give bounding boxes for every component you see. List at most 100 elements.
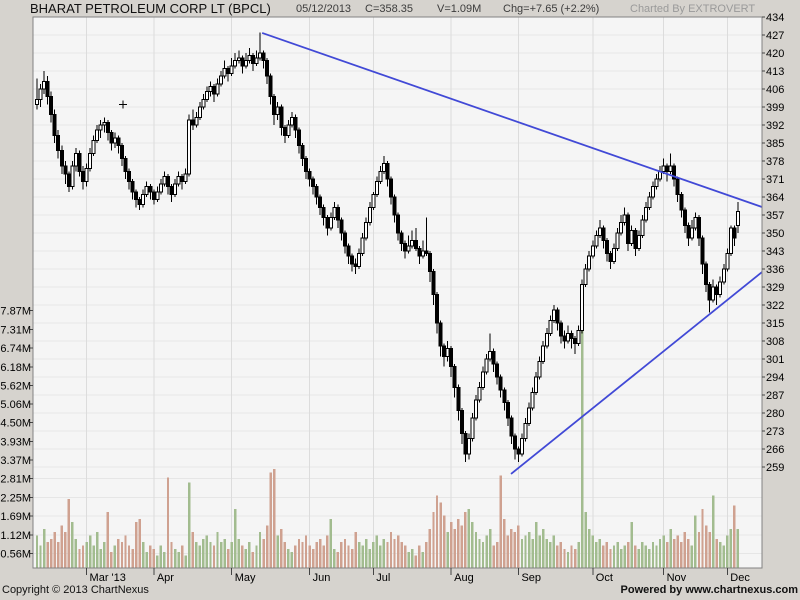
volume-bar: [411, 548, 414, 568]
volume-bar: [400, 542, 403, 568]
candle-body-down: [696, 217, 701, 239]
candle-body-down: [321, 206, 326, 219]
volume-bar: [382, 538, 386, 568]
volume-axis-label: 7.87M: [0, 306, 31, 318]
powered-by-text: Powered by www.chartnexus.com: [620, 584, 798, 596]
volume-axis-label: 0.56M: [0, 548, 31, 560]
price-axis-label: 287: [766, 390, 784, 402]
volume-bar: [481, 542, 485, 568]
copyright-text: Copyright © 2013 ChartNexus: [2, 584, 149, 596]
volume-axis-label: 7.31M: [0, 324, 31, 336]
candle-body-down: [608, 253, 613, 262]
price-axis-label: 357: [766, 210, 784, 222]
volume-bar: [357, 542, 361, 568]
volume-bar: [538, 535, 541, 568]
candle-body-up: [488, 350, 493, 360]
candle-body-up: [357, 253, 362, 267]
volume-bar: [39, 545, 42, 568]
volume-bar: [453, 528, 456, 568]
volume-bar: [71, 522, 74, 568]
candle-body-up: [583, 268, 588, 285]
volume-bar: [588, 528, 591, 568]
volume-bar: [81, 545, 85, 568]
candle-body-down: [116, 137, 121, 147]
candle-body-down: [335, 206, 340, 221]
candle-body-up: [654, 178, 659, 188]
candle-body-down: [63, 165, 68, 175]
trendline-ascending-support[interactable]: [510, 271, 763, 475]
volume-bar: [117, 538, 120, 568]
volume-bar: [180, 545, 184, 568]
candle-body-up: [481, 371, 486, 388]
candle-body-up: [576, 330, 581, 345]
volume-bar: [524, 535, 527, 568]
volume-bar: [272, 469, 276, 568]
volume-bar: [605, 542, 609, 568]
volume-bar: [488, 528, 492, 568]
price-axis-label: 385: [766, 138, 784, 150]
trendline-descending-resistance[interactable]: [261, 32, 763, 208]
volume-bar: [226, 548, 230, 568]
candle-body-down: [505, 402, 510, 419]
candle-body-down: [732, 227, 737, 239]
candle-body-down: [675, 178, 680, 195]
candle-body-down: [562, 335, 567, 342]
candle-body-up: [711, 286, 716, 301]
candle-body-down: [438, 322, 443, 347]
volume-bar: [598, 538, 602, 568]
candle-body-up: [406, 245, 411, 252]
candle-body-down: [250, 55, 255, 64]
volume-bar: [492, 545, 495, 568]
volume-axis-label: 1.69M: [0, 511, 31, 523]
volume-bar: [736, 528, 740, 568]
volume-bar: [326, 535, 329, 568]
volume-bar: [287, 548, 290, 568]
volume-bar: [103, 542, 106, 568]
month-axis-label: Jun: [313, 572, 331, 584]
volume-bar: [428, 528, 432, 568]
candle-body-up: [222, 67, 227, 77]
candle-body-down: [314, 186, 319, 198]
candle-body-up: [636, 235, 641, 249]
volume-axis-label: 3.37M: [0, 455, 31, 467]
candle-body-down: [700, 237, 705, 265]
candle-body-up: [38, 88, 43, 100]
month-axis-label: Jul: [376, 572, 390, 584]
candle-body-down: [240, 57, 245, 67]
month-axis-label: May: [235, 572, 256, 584]
volume-bar: [414, 555, 417, 568]
volume-bar: [88, 535, 92, 568]
volume-bar: [704, 525, 708, 568]
volume-bar: [534, 522, 538, 568]
price-axis-label: 336: [766, 264, 784, 276]
volume-bar: [209, 542, 212, 568]
candle-body-up: [183, 173, 188, 183]
volume-bar: [85, 542, 88, 568]
volume-bar: [142, 542, 145, 568]
candle-body-up: [208, 85, 213, 93]
volume-bar: [711, 495, 715, 568]
volume-bar: [159, 545, 163, 568]
candle-body-down: [119, 145, 124, 159]
volume-bar: [439, 502, 442, 568]
volume-bar: [120, 542, 124, 568]
candle-body-down: [318, 196, 323, 208]
month-axis-label: Dec: [730, 572, 750, 584]
candle-body-down: [633, 229, 638, 249]
candle-body-up: [587, 255, 592, 270]
candle-body-up: [197, 106, 202, 118]
candle-body-down: [212, 85, 216, 95]
candle-body-up: [286, 124, 291, 136]
candle-body-up: [95, 129, 100, 141]
volume-bar: [248, 542, 251, 568]
candle-body-down: [449, 348, 454, 368]
volume-bar: [449, 522, 453, 568]
volume-bar: [407, 552, 410, 568]
volume-bar: [202, 538, 205, 568]
month-axis-label: Nov: [667, 572, 687, 584]
candle-body-down: [459, 409, 464, 435]
candle-body-up: [194, 116, 199, 126]
price-axis-label: 378: [766, 156, 784, 168]
volume-bar: [669, 528, 672, 568]
